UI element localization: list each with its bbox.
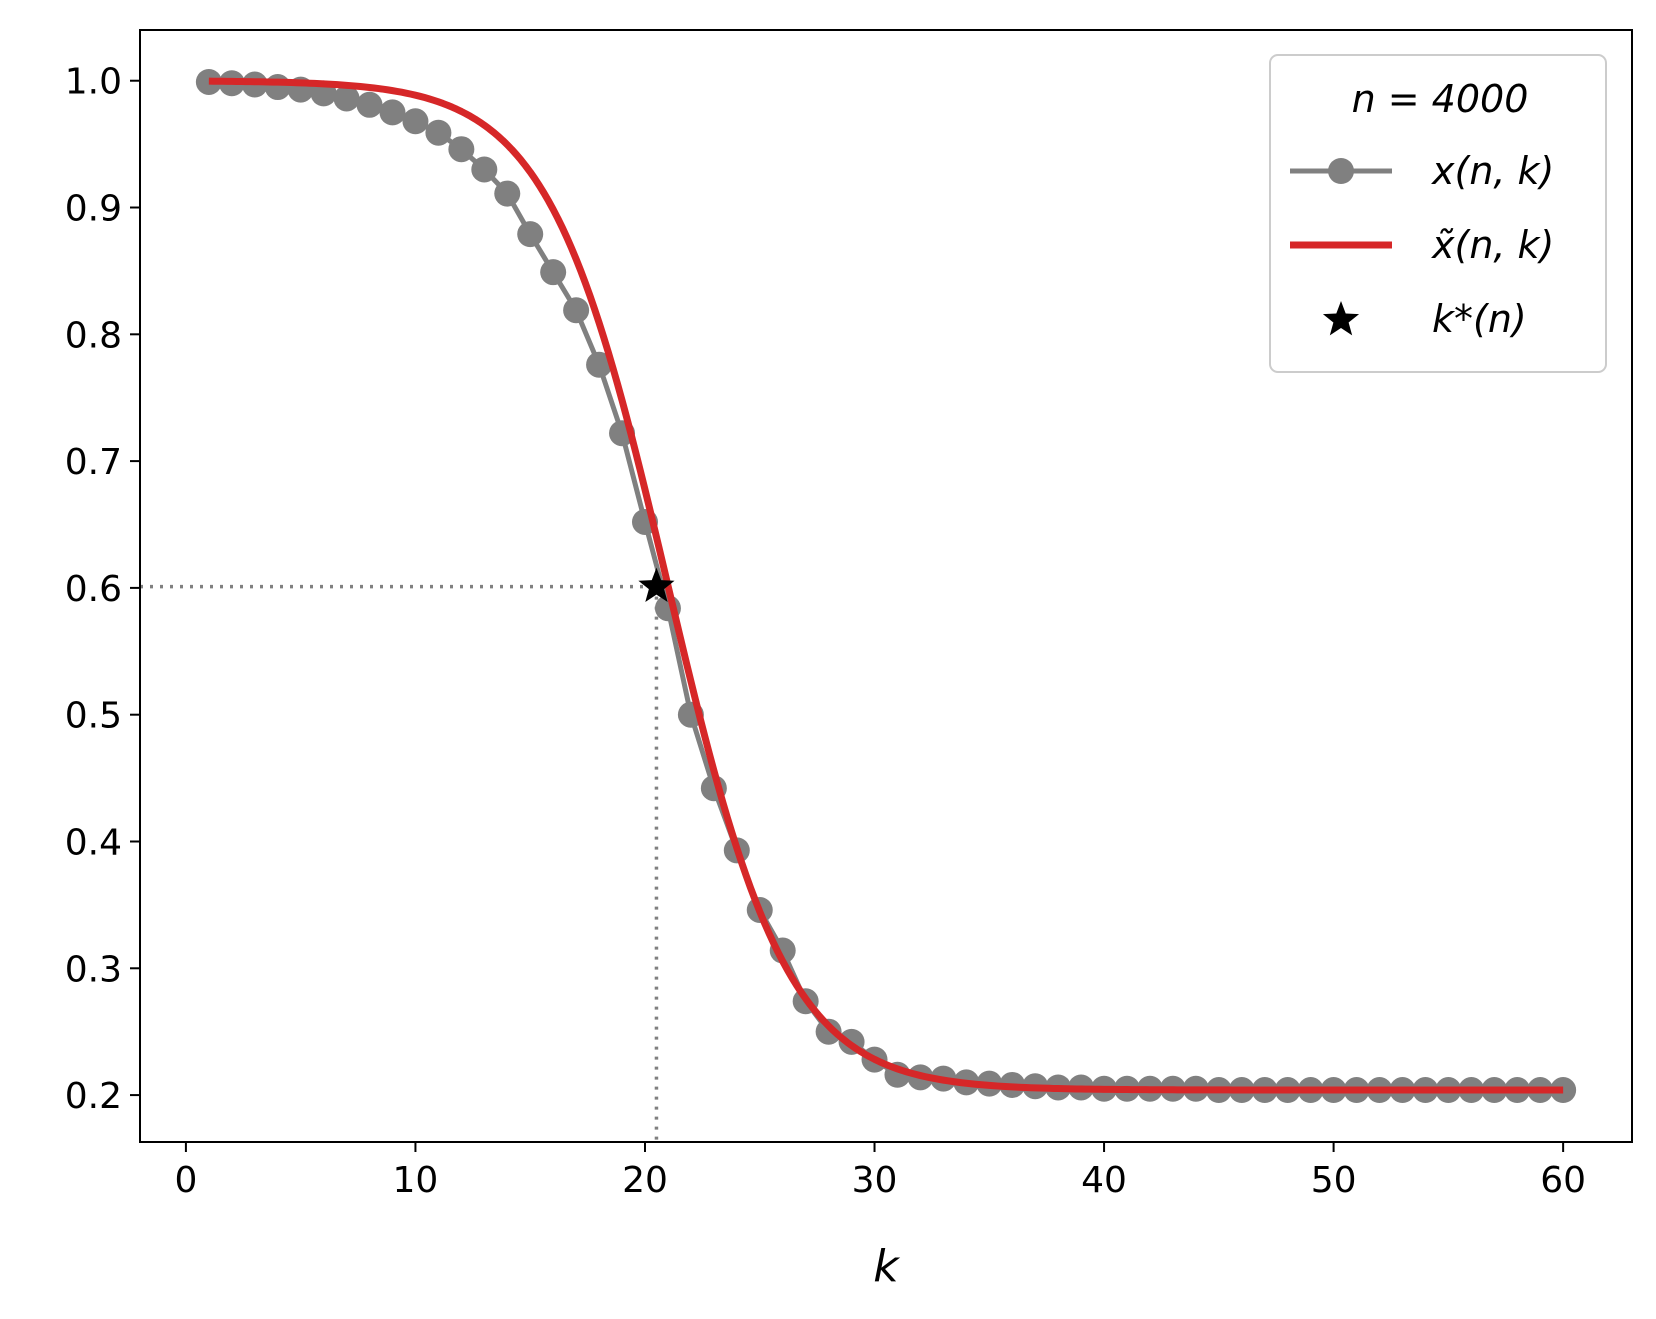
y-tick-label: 0.4 <box>65 822 122 863</box>
y-tick-label: 0.6 <box>65 569 122 610</box>
data-point <box>379 99 406 126</box>
y-tick-label: 0.7 <box>65 442 122 483</box>
legend-star-icon <box>1322 301 1360 336</box>
y-tick-label: 1.0 <box>65 62 122 103</box>
y-tick-label: 0.8 <box>65 315 122 356</box>
series-x-tilde-line <box>208 77 1564 1094</box>
y-axis-ticks: 0.2 0.3 0.4 0.5 0.6 0.7 0.8 0.9 1.0 <box>65 62 140 1117</box>
legend-label-x-tilde: x̃(n, k) <box>1431 223 1554 267</box>
data-point <box>402 108 429 135</box>
legend-label-k-star: k*(n) <box>1432 297 1527 341</box>
data-point <box>448 136 475 163</box>
series-x-tilde <box>208 77 1564 1094</box>
y-tick-label: 0.2 <box>65 1076 122 1117</box>
legend-title: n = 4000 <box>1352 77 1529 121</box>
data-point <box>333 85 360 112</box>
data-point <box>540 259 567 286</box>
legend-marker-x <box>1328 158 1354 184</box>
legend-label-x: x(n, k) <box>1431 149 1554 193</box>
data-point <box>494 180 521 207</box>
y-tick-label: 0.5 <box>65 696 122 737</box>
data-point <box>815 1018 842 1045</box>
data-point <box>264 74 291 101</box>
data-point <box>471 156 498 183</box>
x-tick-label: 60 <box>1540 1160 1586 1201</box>
x-tick-label: 20 <box>622 1160 668 1201</box>
y-tick-label: 0.9 <box>65 189 122 230</box>
legend: n = 4000 x(n, k) x̃(n, k) k*(n) <box>1269 54 1607 373</box>
k-star-point <box>638 567 675 603</box>
x-tick-label: 30 <box>852 1160 898 1201</box>
data-point <box>517 221 544 248</box>
legend-box <box>1269 54 1607 373</box>
x-axis-ticks: 0 10 20 30 40 50 60 <box>174 1142 1586 1201</box>
data-point <box>425 119 452 146</box>
x-tick-label: 0 <box>174 1160 197 1201</box>
series-k-star <box>638 567 675 603</box>
plot-frame <box>139 29 1633 1143</box>
data-point <box>563 297 590 324</box>
data-point <box>356 91 383 118</box>
data-point <box>586 351 613 378</box>
reference-lines <box>140 584 659 1142</box>
x-tick-label: 50 <box>1311 1160 1357 1201</box>
y-tick-label: 0.3 <box>65 949 122 990</box>
x-axis-label: k <box>873 1241 900 1292</box>
x-tick-label: 10 <box>393 1160 439 1201</box>
x-tick-label: 40 <box>1081 1160 1127 1201</box>
